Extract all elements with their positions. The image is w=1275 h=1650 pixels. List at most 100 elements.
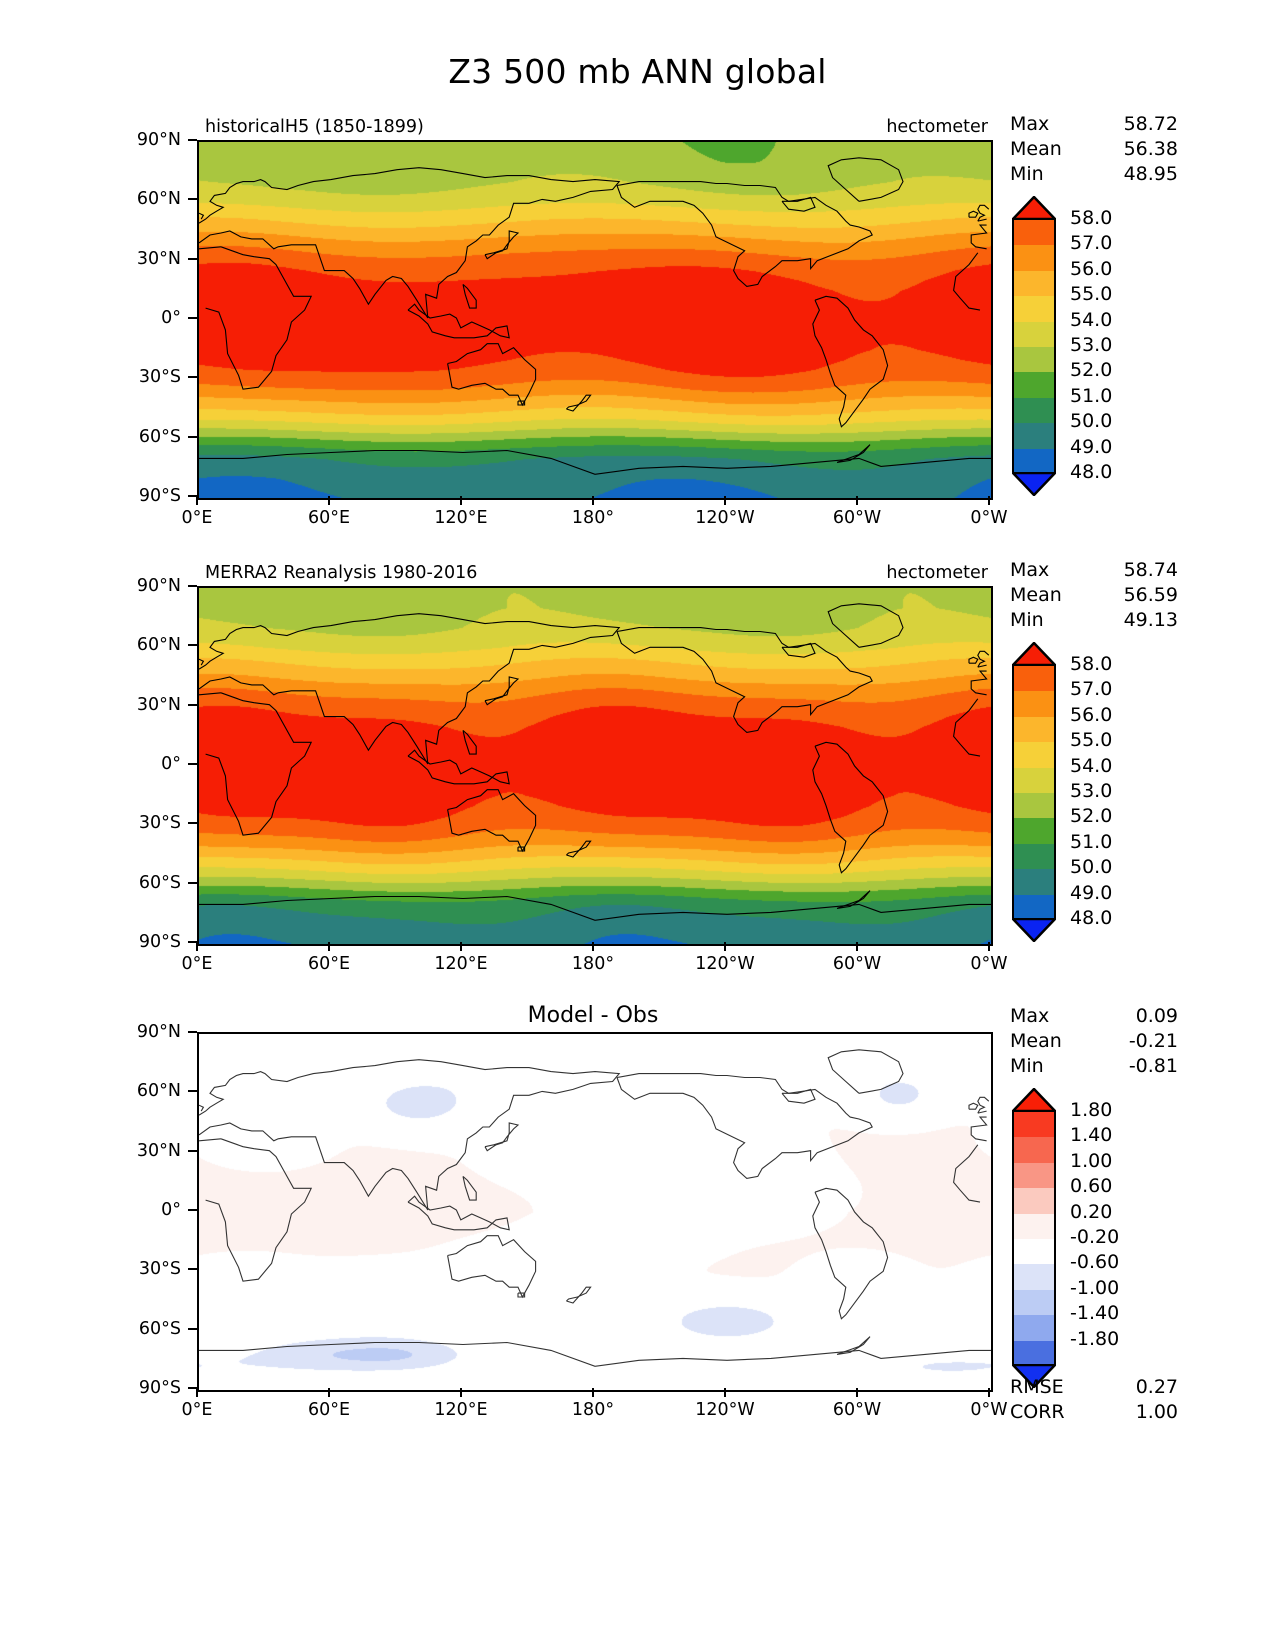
colorbar-extend-max [1012,1088,1056,1112]
map-model-xtick [988,496,990,505]
panel-model-stats-row: Mean 56.38 [1010,137,1178,162]
colorbar-segment [1014,742,1054,768]
stat-key: Max [1010,559,1050,581]
colorbar-segment [1014,321,1054,347]
panel-obs-units: hectometer [886,563,988,583]
stat-key: Min [1010,163,1044,185]
stat-value: 58.74 [1123,559,1178,581]
stat-key: Max [1010,1005,1050,1027]
stat-value: -0.81 [1128,1055,1178,1077]
colorbar-segment [1014,1137,1054,1163]
contour-field [199,588,991,944]
coastlines [199,603,991,921]
panel-diff-stats-row: Min -0.81 [1010,1054,1178,1079]
panel-diff-footer-row: CORR 1.00 [1010,1400,1178,1425]
colorbar-tick-label: 56.0 [1070,703,1113,726]
map-model-xlabel: 0°W [970,508,1008,528]
map-obs-xlabel: 60°W [832,954,882,974]
map-model-xlabel: 120°E [434,508,488,528]
colorbar-tick-label: -1.00 [1070,1276,1120,1299]
map-model-ytick [188,198,197,201]
map-diff-xtick [592,1388,594,1397]
panel-diff-footer: RMSE 0.27 CORR 1.00 [1010,1375,1178,1425]
colorbar-segment [1014,1315,1054,1341]
colorbar-segment [1014,220,1054,246]
map-diff-xtick [460,1388,462,1397]
map-obs-xtick [724,942,726,951]
colorbar-segment [1014,372,1054,398]
map-obs-ytick [188,941,197,943]
map-diff-ylabel: 0° [161,1200,181,1220]
colorbar-segment [1014,423,1054,449]
map-model-xtick [328,496,330,505]
colorbar-segment [1014,1188,1054,1214]
colorbar-tick-label: 58.0 [1070,207,1113,229]
colorbar-tick-label: -0.60 [1070,1251,1120,1274]
stat-value: 0.27 [1135,1376,1178,1398]
panel-diff-footer-row: RMSE 0.27 [1010,1375,1178,1400]
map-model-xtick [460,496,462,505]
map-obs-ylabel: 90°N [136,576,181,596]
colorbar-segment [1014,296,1054,322]
map-model-ytick [188,317,197,319]
colorbar-tick-label: 1.80 [1070,1099,1113,1121]
map-model-ylabel: 0° [161,308,181,328]
colorbar-tick-label: 51.0 [1070,830,1113,853]
map-model-xlabel: 180° [571,508,615,528]
contour-field [199,1034,991,1390]
map-diff-ylabel: 90°S [138,1378,181,1398]
colorbar-tick-label: -0.20 [1070,1226,1120,1248]
stat-value: -0.21 [1128,1030,1178,1052]
colorbar-segment [1014,843,1054,870]
colorbar-segment [1014,666,1054,692]
contour-field [199,142,991,498]
map-obs-ytick [188,644,197,647]
map-diff-ytick [188,1031,197,1033]
colorbar-segment [1014,1238,1054,1265]
map-obs-xlabel: 0°E [181,954,213,974]
map-model-ytick [188,435,197,438]
map-obs-ylabel: 60°N [136,635,181,656]
map-model-ylabel: 60°S [138,426,181,447]
stat-value: 56.59 [1123,584,1178,606]
map-diff [197,1032,993,1392]
colorbar-tick-label: 50.0 [1070,410,1113,433]
map-model-xtick [856,496,858,505]
map-obs-xtick [460,942,462,951]
map-model-ytick [188,495,197,497]
map-diff-ytick [188,1327,197,1330]
colorbar-tick-label: 0.60 [1070,1175,1113,1198]
panel-model-stats-row: Max 58.72 [1010,112,1178,137]
map-obs-xlabel: 0°W [970,954,1008,974]
map-obs-xlabel: 60°E [307,954,351,974]
map-diff-ytick [188,1149,197,1152]
colorbar-segment [1014,1162,1054,1189]
stat-value: 58.72 [1123,113,1178,135]
stat-value: 56.38 [1123,138,1178,160]
colorbar-tick-label: 1.40 [1070,1124,1113,1147]
map-diff-ylabel: 30°N [136,1140,181,1161]
coastlines [199,1049,991,1367]
map-model-xlabel: 120°W [695,508,755,528]
map-model-xlabel: 60°E [307,508,351,528]
map-model-ylabel: 90°N [136,130,181,150]
colorbar-segment [1014,397,1054,424]
map-model-xtick [196,496,198,505]
panel-diff-stats: Max 0.09 Mean -0.21 Min -0.81 [1010,1004,1178,1079]
colorbar-tick-label: 55.0 [1070,283,1113,306]
map-model-xlabel: 60°W [832,508,882,528]
map-obs-xtick [988,942,990,951]
map-obs-ytick [188,822,197,825]
colorbar-extend-max [1012,642,1056,666]
map-model-ylabel: 60°N [136,189,181,210]
map-model-ytick [188,139,197,141]
panel-model-header-left: historicalH5 (1850-1899) [205,117,424,137]
colorbar-tick-label: 53.0 [1070,334,1113,356]
stat-value: 0.09 [1135,1005,1178,1027]
map-diff-xtick [988,1388,990,1397]
colorbar-segment [1014,1112,1054,1138]
panel-obs-stats-row: Min 49.13 [1010,608,1178,633]
panel-diff-title: Model - Obs [527,1003,659,1028]
map-obs-xtick [592,942,594,951]
panel-model-stats: Max 58.72 Mean 56.38 Min 48.95 [1010,112,1178,187]
